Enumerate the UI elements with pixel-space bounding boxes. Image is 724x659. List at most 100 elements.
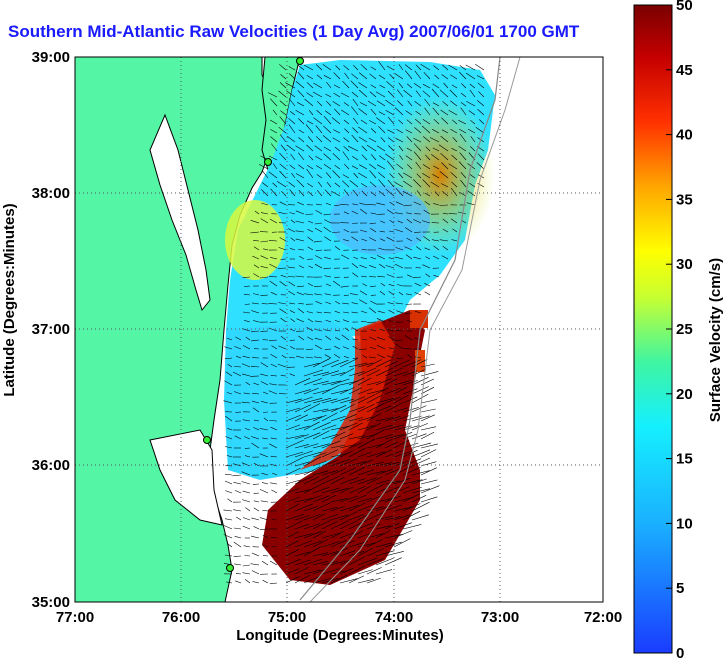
velocity-vector [348,520,367,530]
velocity-vector [479,119,485,125]
velocity-vector [375,557,394,566]
velocity-vector [279,100,287,107]
velocity-vector [260,189,269,197]
velocity-vector [358,136,368,143]
velocity-vector [307,236,314,242]
velocity-vector [250,220,260,224]
velocity-vector [289,212,296,215]
velocity-vector [271,519,278,521]
velocity-vector [432,107,440,116]
velocity-vector [397,284,404,287]
velocity-vector [299,255,305,260]
velocity-vector [477,100,485,107]
velocity-vector [325,172,332,179]
velocity-vector [402,503,421,512]
velocity-vector [415,118,422,125]
velocity-vector [333,92,341,98]
velocity-vector [285,514,304,521]
velocity-vector [330,425,350,431]
velocity-vector [412,276,422,279]
velocity-vector [450,218,458,224]
velocity-vector [376,213,386,215]
velocity-vector [477,153,485,161]
velocity-vector [359,264,368,269]
velocity-vector [321,561,338,566]
velocity-vector [312,397,332,404]
velocity-vector [332,153,341,161]
velocity-vector [434,74,440,80]
velocity-vector [420,64,431,71]
velocity-vector [425,154,431,161]
velocity-vector [378,263,386,269]
velocity-vector [285,568,300,575]
velocity-vector [281,354,287,359]
velocity-vector [353,256,359,260]
velocity-vector [241,481,251,485]
velocity-vector [324,236,332,242]
velocity-vector [252,407,260,413]
velocity-vector [393,432,413,440]
velocity-vector [376,344,386,350]
station-marker [226,564,234,572]
velocity-vector [379,230,386,233]
velocity-vector [384,424,405,431]
velocity-vector [404,246,413,251]
velocity-vector [315,203,323,206]
velocity-vector [242,572,251,575]
velocity-vector [460,92,467,98]
velocity-vector [279,134,287,143]
velocity-vector [298,164,305,170]
velocity-vector [270,363,278,368]
velocity-vector [303,530,322,539]
velocity-vector [423,236,431,242]
velocity-vector [227,498,233,503]
velocity-vector [295,145,305,152]
velocity-vector [420,431,435,440]
velocity-vector [321,470,338,476]
velocity-vector [253,320,260,323]
velocity-vector [297,90,305,98]
velocity-vector [396,163,404,170]
velocity-vector [332,137,341,143]
velocity-vector [475,64,485,71]
velocity-vector [421,220,431,224]
velocity-vector [260,294,269,296]
velocity-vector [387,302,395,305]
velocity-vector [344,327,350,332]
velocity-vector [340,285,350,288]
velocity-vector [370,285,377,287]
velocity-vector [394,212,404,215]
velocity-vector [260,373,269,377]
velocity-vector [420,467,437,476]
velocity-vector [452,228,458,233]
velocity-vector [270,98,278,107]
velocity-vector [290,153,296,161]
velocity-vector [384,504,402,512]
velocity-vector [393,460,411,467]
velocity-vector [357,377,372,386]
velocity-vector [339,458,358,467]
velocity-vector [312,486,330,494]
velocity-vector [262,437,269,440]
velocity-vector [303,558,323,566]
velocity-vector [360,119,368,125]
velocity-vector [466,101,476,107]
velocity-vector [470,136,476,143]
velocity-vector [330,458,350,467]
velocity-vector [294,476,314,485]
velocity-vector [415,64,422,71]
velocity-vector [398,82,404,89]
velocity-vector [366,369,381,377]
velocity-vector [270,354,278,359]
velocity-vector [432,83,440,89]
velocity-vector [442,190,449,197]
velocity-vector [393,394,410,404]
velocity-vector [224,554,233,557]
velocity-vector [314,293,323,296]
velocity-vector [295,238,305,242]
velocity-vector [325,100,332,107]
velocity-vector [333,280,341,287]
velocity-vector [280,375,287,377]
velocity-vector [351,327,359,332]
velocity-vector [431,88,440,98]
